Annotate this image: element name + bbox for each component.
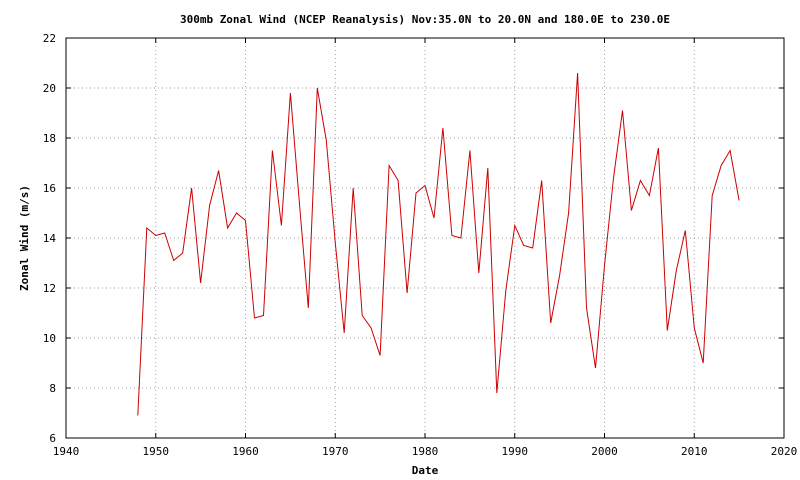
y-tick-label: 16 bbox=[43, 182, 56, 195]
y-tick-label: 8 bbox=[49, 382, 56, 395]
y-tick-label: 22 bbox=[43, 32, 56, 45]
y-tick-label: 6 bbox=[49, 432, 56, 445]
y-tick-label: 12 bbox=[43, 282, 56, 295]
y-axis-ticks: 6 8 10 12 14 16 18 20 22 bbox=[43, 32, 784, 445]
x-tick-label: 1970 bbox=[322, 445, 349, 458]
series-line bbox=[137, 72, 740, 416]
x-tick-label: 2020 bbox=[771, 445, 798, 458]
x-tick-label: 1940 bbox=[53, 445, 80, 458]
x-axis-label: Date bbox=[412, 464, 439, 477]
grid bbox=[66, 38, 784, 438]
x-tick-label: 2000 bbox=[591, 445, 618, 458]
y-tick-label: 14 bbox=[43, 232, 57, 245]
x-tick-label: 1960 bbox=[232, 445, 259, 458]
chart-title: 300mb Zonal Wind (NCEP Reanalysis) Nov:3… bbox=[180, 13, 670, 26]
y-tick-label: 18 bbox=[43, 132, 56, 145]
x-tick-label: 1980 bbox=[412, 445, 439, 458]
plot-frame bbox=[65, 37, 785, 439]
x-axis-ticks: 1940 1950 1960 1970 1980 1990 2000 2010 2020 bbox=[53, 38, 798, 458]
x-tick-label: 1990 bbox=[502, 445, 529, 458]
y-tick-label: 20 bbox=[43, 82, 56, 95]
x-tick-label: 1950 bbox=[143, 445, 170, 458]
y-tick-label: 10 bbox=[43, 332, 56, 345]
x-tick-label: 2010 bbox=[681, 445, 708, 458]
y-axis-label: Zonal Wind (m/s) bbox=[18, 185, 31, 291]
